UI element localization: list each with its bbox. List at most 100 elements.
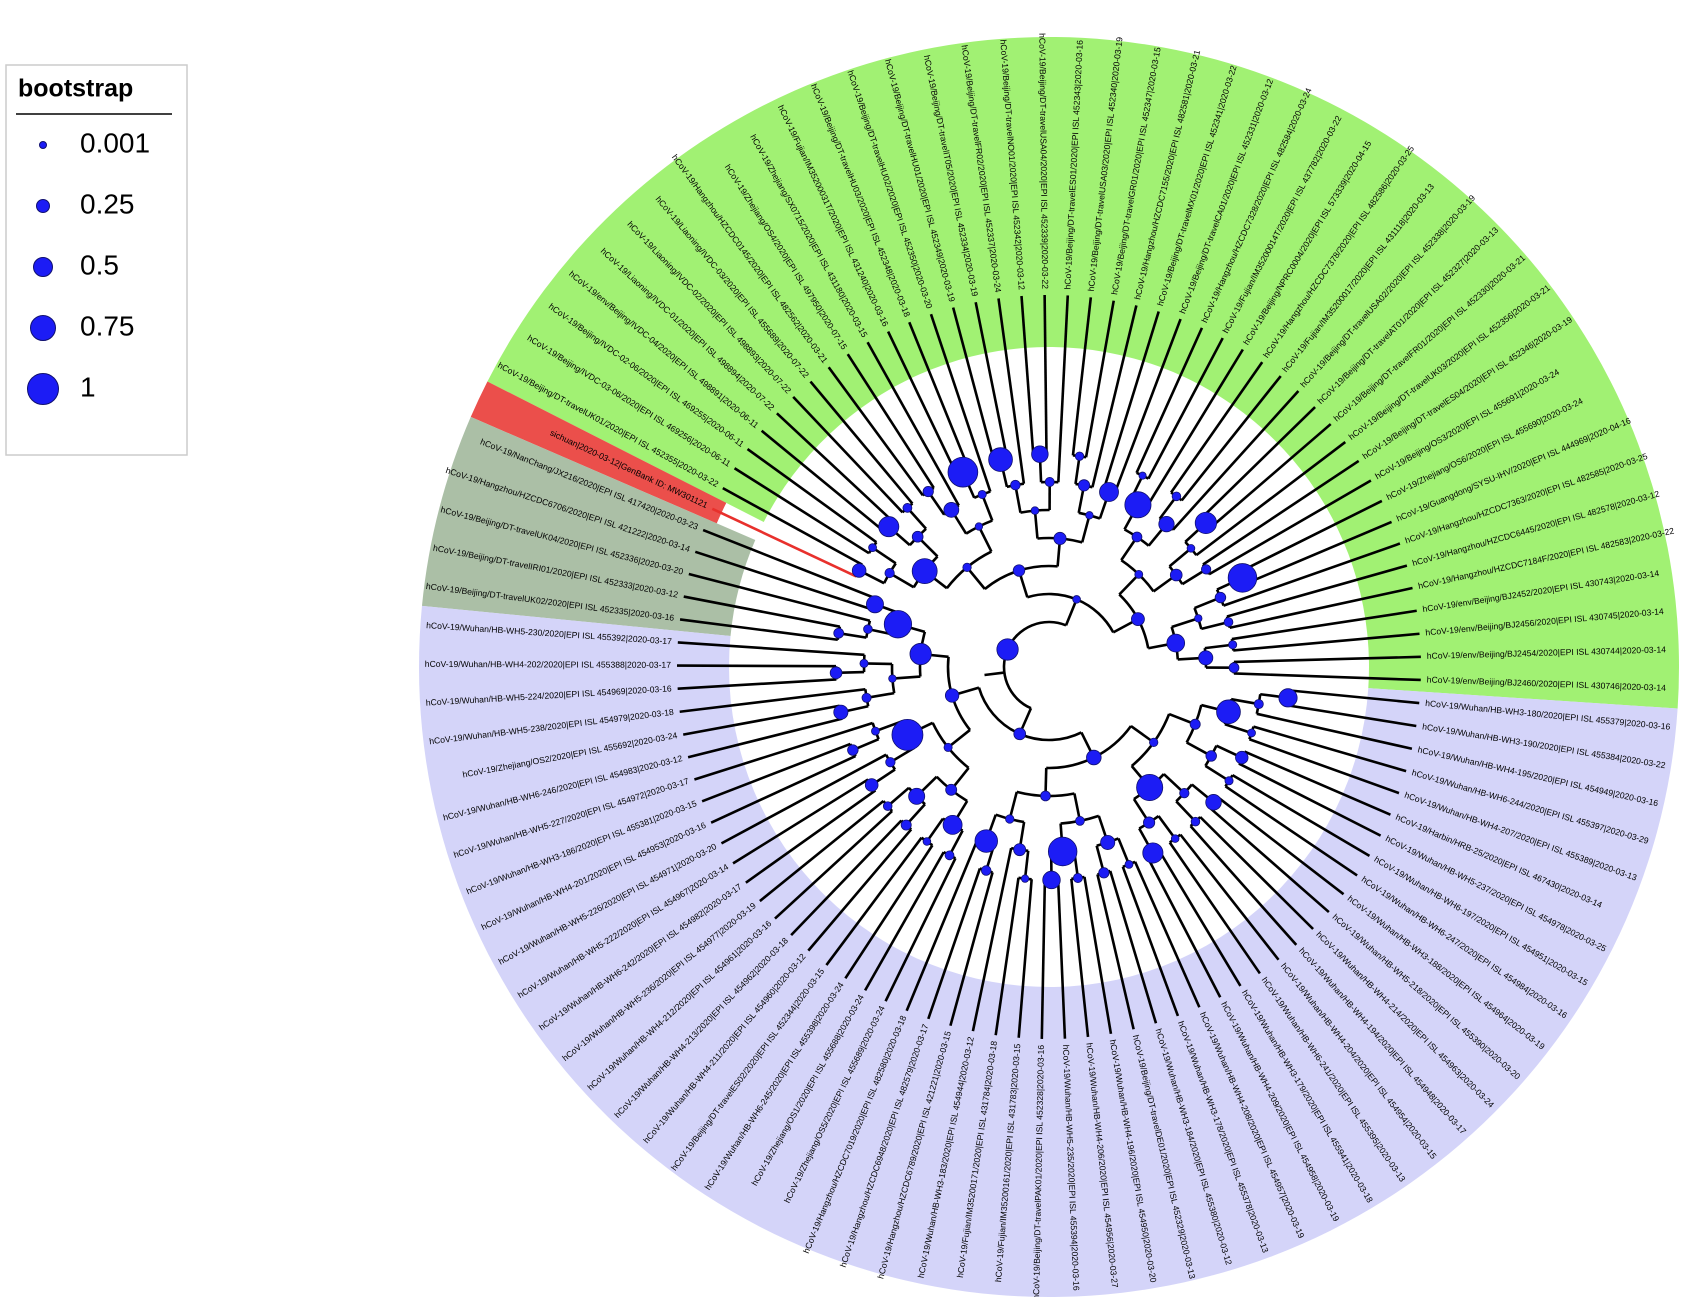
branch bbox=[1199, 816, 1315, 930]
bootstrap-dot bbox=[1012, 564, 1026, 577]
bootstrap-dot bbox=[922, 485, 934, 498]
bootstrap-dot bbox=[1201, 564, 1212, 575]
branch bbox=[710, 754, 857, 824]
bootstrap-dot bbox=[1131, 531, 1143, 543]
clade-sector bbox=[421, 416, 756, 636]
legend-title: bootstrap bbox=[18, 75, 133, 103]
branch bbox=[974, 302, 1009, 459]
branch bbox=[1256, 712, 1413, 751]
branch bbox=[1040, 879, 1047, 1039]
branch bbox=[1168, 547, 1192, 568]
branch bbox=[1233, 655, 1421, 664]
branch bbox=[1223, 542, 1401, 607]
bootstrap-dot bbox=[1223, 617, 1234, 627]
legend-dot bbox=[30, 315, 56, 341]
branch bbox=[1216, 796, 1345, 896]
leaf-label: hCoV-19/Beijing/DT-travelUSA04/2020|EPI … bbox=[1037, 33, 1050, 289]
branch bbox=[702, 528, 878, 601]
branch bbox=[1204, 643, 1233, 650]
bootstrap-dot bbox=[1030, 506, 1040, 515]
branch bbox=[1286, 703, 1417, 728]
bootstrap-dot bbox=[1124, 491, 1152, 519]
bootstrap-dot bbox=[1074, 451, 1085, 461]
bootstrap-dot bbox=[1134, 569, 1144, 579]
branch-arc bbox=[1002, 620, 1067, 710]
branch bbox=[1233, 672, 1421, 682]
branch bbox=[977, 525, 993, 553]
bootstrap-dot bbox=[1253, 699, 1264, 710]
bootstrap-dot bbox=[977, 489, 987, 499]
branch bbox=[1229, 586, 1413, 629]
legend-label: 0.25 bbox=[80, 188, 135, 219]
branch bbox=[1109, 870, 1158, 1024]
branch bbox=[1133, 861, 1201, 1008]
branch bbox=[1017, 879, 1033, 1038]
branch bbox=[774, 810, 893, 920]
bootstrap-dot bbox=[833, 704, 849, 720]
bootstrap-dot bbox=[1158, 515, 1175, 533]
branch bbox=[884, 857, 957, 1002]
branch bbox=[866, 341, 960, 507]
branch bbox=[1231, 774, 1371, 858]
bootstrap-dot bbox=[1169, 568, 1183, 582]
bootstrap-dot bbox=[943, 742, 953, 752]
branch bbox=[971, 847, 1013, 1032]
branch bbox=[949, 872, 994, 1027]
branch bbox=[827, 366, 924, 497]
bootstrap-dot bbox=[1224, 776, 1234, 786]
branch bbox=[1171, 617, 1199, 629]
bootstrap-dot bbox=[1042, 870, 1061, 890]
branch bbox=[1043, 295, 1048, 455]
clade-sector bbox=[419, 605, 1678, 1297]
branch bbox=[1239, 499, 1383, 574]
branch bbox=[1157, 848, 1242, 987]
branch bbox=[1224, 785, 1358, 877]
branch bbox=[732, 778, 869, 865]
bootstrap-dot bbox=[1179, 788, 1190, 799]
branch-arc bbox=[977, 687, 1082, 742]
branch bbox=[677, 641, 865, 657]
branch bbox=[679, 687, 866, 714]
branch bbox=[1231, 609, 1417, 641]
bootstrap-dot bbox=[866, 595, 884, 614]
branch bbox=[951, 307, 996, 462]
branch bbox=[1208, 479, 1372, 576]
branch bbox=[1144, 348, 1244, 510]
branch bbox=[1200, 406, 1316, 520]
branch bbox=[1238, 762, 1382, 837]
bootstrap-dot bbox=[861, 692, 872, 703]
bootstrap-dot bbox=[882, 801, 893, 811]
bootstrap-dot bbox=[1077, 479, 1091, 492]
branch bbox=[927, 868, 982, 1020]
bootstrap-dot bbox=[1142, 842, 1164, 864]
branch bbox=[994, 877, 1020, 1036]
branch bbox=[809, 380, 914, 505]
bootstrap-dot bbox=[1194, 511, 1218, 535]
bootstrap-dot bbox=[909, 642, 932, 666]
branch bbox=[1253, 725, 1407, 773]
bootstrap-dot bbox=[902, 503, 913, 513]
bootstrap-dots bbox=[829, 445, 1298, 890]
branch bbox=[886, 331, 959, 476]
branch bbox=[1168, 841, 1261, 975]
bootstrap-dot bbox=[1198, 650, 1214, 666]
branch bbox=[720, 753, 887, 845]
bootstrap-dot bbox=[1189, 718, 1201, 730]
branch bbox=[1244, 520, 1393, 586]
branch bbox=[1189, 825, 1298, 946]
legend-dot bbox=[36, 199, 50, 213]
bootstrap-dot bbox=[1053, 531, 1067, 546]
bootstrap-dot bbox=[1044, 477, 1055, 487]
branch bbox=[1083, 876, 1113, 1035]
branch bbox=[1096, 874, 1135, 1030]
bootstrap-dot bbox=[944, 688, 960, 703]
branch bbox=[1033, 510, 1039, 539]
bootstrap-dot bbox=[1005, 814, 1015, 824]
bootstrap-dot bbox=[1235, 750, 1249, 765]
legend-label: 0.75 bbox=[80, 310, 135, 341]
bootstrap-dot bbox=[947, 456, 979, 488]
legend-label: 1 bbox=[80, 371, 96, 402]
bootstrap-dot bbox=[974, 522, 984, 531]
leaf-label: hCoV-19/Wuhan/HB-WH4-202/2020|EPI ISL 45… bbox=[425, 659, 671, 670]
